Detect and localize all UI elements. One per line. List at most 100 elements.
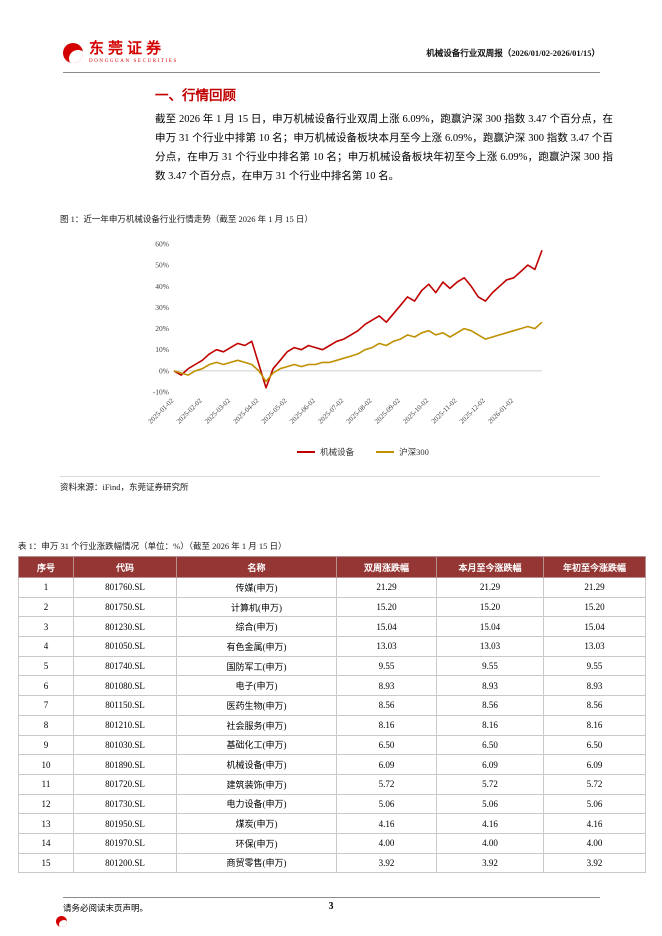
table-cell: 商贸零售(申万) — [176, 852, 337, 874]
table-cell: 5.06 — [543, 793, 646, 815]
table-cell: 801760.SL — [73, 577, 177, 598]
footer-disclaimer: 请务必阅读末页声明。 — [63, 903, 149, 913]
table-cell: 8 — [18, 714, 74, 736]
table-cell: 4 — [18, 636, 74, 657]
table-cell: 4.00 — [436, 832, 544, 854]
section-title: 一、行情回顾 — [155, 88, 236, 103]
table-cell: 801080.SL — [73, 675, 177, 697]
report-title: 机械设备行业双周报（2026/01/02-2026/01/15） — [426, 48, 600, 58]
legend-label: 沪深300 — [399, 447, 429, 457]
table-cell: 4.00 — [543, 832, 646, 854]
table-cell: 7 — [18, 695, 74, 716]
y-axis-label: 50% — [155, 261, 169, 270]
table-cell: 13 — [18, 813, 74, 834]
table-row: 7 801150.SL 医药生物(申万) 8.56 8.56 8.56 — [18, 695, 646, 716]
table-caption: 表 1：申万 31 个行业涨跌幅情况（单位：%）（截至 2026 年 1 月 1… — [18, 541, 287, 551]
legend-item: 机械设备 — [297, 446, 354, 458]
table-cell: 6.09 — [436, 754, 544, 775]
x-axis-label: 2025-11-02 — [430, 396, 459, 425]
figure-source: 资料来源：iFind，东莞证券研究所 — [60, 482, 189, 492]
table-cell: 9.55 — [543, 655, 646, 677]
table-cell: 3.92 — [336, 852, 437, 874]
x-axis-label: 2025-02-02 — [175, 396, 204, 425]
x-axis-label: 2025-04-02 — [232, 396, 261, 425]
series-line-沪深300 — [173, 321, 543, 383]
table-cell: 建筑装饰(申万) — [176, 773, 337, 795]
table-cell: 5 — [18, 655, 74, 677]
table-cell: 8.93 — [436, 675, 544, 697]
table-cell: 3 — [18, 616, 74, 638]
y-axis-label: 60% — [155, 240, 169, 249]
y-axis-label: 40% — [155, 282, 169, 291]
table-cell: 11 — [18, 773, 74, 795]
table-row: 12 801730.SL 电力设备(申万) 5.06 5.06 5.06 — [18, 793, 646, 815]
table-header-cell: 名称 — [176, 556, 337, 578]
table-row: 5 801740.SL 国防军工(申万) 9.55 9.55 9.55 — [18, 655, 646, 677]
table-header-cell: 本月至今涨跌幅 — [436, 556, 544, 578]
table-cell: 3.92 — [436, 852, 544, 874]
table-cell: 2 — [18, 596, 74, 618]
table-cell: 1 — [18, 577, 74, 598]
x-axis-label: 2025-07-02 — [317, 396, 346, 425]
table-cell: 煤炭(申万) — [176, 813, 337, 834]
table-cell: 21.29 — [336, 577, 437, 598]
table-row: 10 801890.SL 机械设备(申万) 6.09 6.09 6.09 — [18, 754, 646, 775]
table-cell: 13.03 — [543, 636, 646, 657]
table-cell: 8.93 — [543, 675, 646, 697]
table-cell: 5.06 — [436, 793, 544, 815]
table-cell: 4.16 — [336, 813, 437, 834]
figure-caption: 图 1：近一年申万机械设备行业行情走势（截至 2026 年 1 月 15 日） — [60, 214, 313, 224]
table-cell: 6.50 — [336, 734, 437, 756]
table-cell: 8.56 — [543, 695, 646, 716]
x-axis-label: 2025-06-02 — [288, 396, 317, 425]
table-cell: 801230.SL — [73, 616, 177, 638]
table-cell: 8.16 — [543, 714, 646, 736]
table-cell: 15 — [18, 852, 74, 874]
legend-label: 机械设备 — [320, 447, 355, 457]
table-cell: 5.72 — [436, 773, 544, 795]
table-cell: 计算机(申万) — [176, 596, 337, 618]
table-row: 9 801030.SL 基础化工(申万) 6.50 6.50 6.50 — [18, 734, 646, 756]
table-cell: 801210.SL — [73, 714, 177, 736]
table-cell: 4.16 — [543, 813, 646, 834]
table-cell: 国防军工(申万) — [176, 655, 337, 677]
footer-logo-icon — [56, 916, 67, 927]
table-cell: 医药生物(申万) — [176, 695, 337, 716]
x-axis-label: 2025-01-02 — [147, 396, 176, 425]
table-cell: 801050.SL — [73, 636, 177, 657]
table-header-row: 序号 代码 名称 双周涨跌幅 本月至今涨跌幅 年初至今涨跌幅 — [18, 556, 646, 578]
table-cell: 基础化工(申万) — [176, 734, 337, 756]
y-axis-label: 30% — [155, 303, 169, 312]
table-cell: 4.00 — [336, 832, 437, 854]
table-cell: 8.56 — [436, 695, 544, 716]
table-cell: 15.04 — [436, 616, 544, 638]
table-cell: 电力设备(申万) — [176, 793, 337, 815]
x-axis-label: 2025-10-02 — [401, 396, 430, 425]
x-axis-label: 2025-03-02 — [203, 396, 232, 425]
series-line-机械设备 — [173, 250, 543, 389]
y-axis-label: 0% — [159, 366, 169, 375]
table-cell: 801890.SL — [73, 754, 177, 775]
table-cell: 801720.SL — [73, 773, 177, 795]
table-cell: 13.03 — [336, 636, 437, 657]
table-row: 13 801950.SL 煤炭(申万) 4.16 4.16 4.16 — [18, 813, 646, 834]
table-cell: 15.20 — [336, 596, 437, 618]
table-cell: 801740.SL — [73, 655, 177, 677]
table-cell: 6.50 — [436, 734, 544, 756]
y-axis-label: -10% — [153, 388, 169, 397]
body-paragraph: 截至 2026 年 1 月 15 日，申万机械设备行业双周上涨 6.09%，跑赢… — [155, 114, 613, 182]
table-header-cell: 代码 — [73, 556, 177, 578]
y-axis-label: 10% — [155, 345, 169, 354]
table-cell: 9 — [18, 734, 74, 756]
table-cell: 801200.SL — [73, 852, 177, 874]
table-cell: 12 — [18, 793, 74, 815]
industry-rank-table: 序号 代码 名称 双周涨跌幅 本月至今涨跌幅 年初至今涨跌幅 1 801760.SL 传媒(申… — [18, 556, 646, 874]
table-cell: 15.20 — [543, 596, 646, 618]
x-axis-label: 2025-09-02 — [373, 396, 402, 425]
table-row: 6 801080.SL 电子(申万) 8.93 8.93 8.93 — [18, 675, 646, 697]
logo-subtext: DONGGUAN SECURITIES — [89, 59, 178, 64]
table-cell: 8.16 — [336, 714, 437, 736]
table-header-cell: 序号 — [18, 556, 74, 578]
table-cell: 5.72 — [336, 773, 437, 795]
